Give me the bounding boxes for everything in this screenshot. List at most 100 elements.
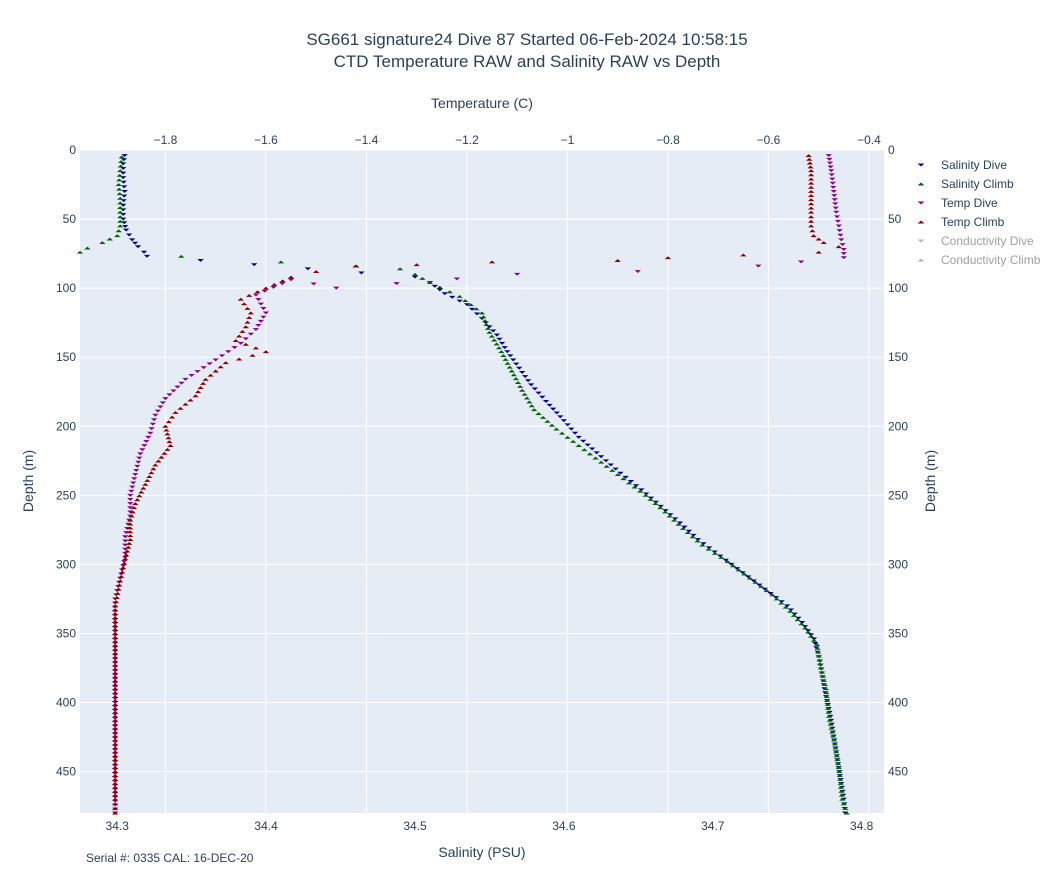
temp-climb-point — [111, 612, 119, 616]
depth-tick-labels-left: 0 50 100 150 200 250 300 350 400 450 — [56, 143, 76, 779]
temp-dive-point — [832, 202, 839, 206]
temp-dive-point — [252, 328, 260, 332]
legend-item-salinity-climb[interactable]: Salinity Climb — [917, 177, 1014, 191]
temp-dive-point — [157, 405, 164, 409]
salinity-dive-point — [787, 608, 795, 612]
salinity-dive-point — [119, 217, 127, 221]
temp-climb-point — [807, 173, 815, 177]
temp-dive-point — [154, 409, 162, 413]
legend-item-conductivity-climb[interactable]: Conductivity Climb — [917, 253, 1041, 267]
temp-climb-point — [124, 549, 131, 553]
salinity-climb-point — [746, 576, 754, 580]
salinity-climb-point — [396, 267, 404, 271]
salinity-dive-point — [681, 525, 688, 529]
salinity-dive-point — [121, 154, 128, 157]
temp-climb-point — [111, 718, 119, 722]
depth-tick-label: 250 — [888, 488, 908, 502]
salinity-dive-point — [560, 419, 568, 423]
temp-dive-point — [119, 568, 126, 572]
salinity-dive-point — [119, 162, 127, 166]
temp-climb-point — [127, 534, 134, 538]
depth-tick-label: 200 — [56, 419, 76, 433]
salinity-dive-point — [744, 575, 752, 579]
temp-climb-point — [111, 734, 119, 738]
temp-dive-point — [833, 215, 841, 219]
temp-climb-point — [111, 738, 119, 742]
temp-dive-point — [170, 389, 177, 393]
temp-climb-point — [806, 161, 814, 165]
salinity-dive-point — [120, 221, 128, 225]
salinity-climb-point — [528, 404, 535, 408]
legend-item-temp-dive[interactable]: Temp Dive — [917, 196, 998, 210]
salinity-climb-point — [823, 691, 830, 695]
salinity-climb-point — [810, 638, 818, 642]
temp-climb-point — [820, 241, 827, 244]
salinity-climb-point — [724, 560, 731, 564]
temp-dive-point — [829, 177, 836, 181]
salinity-climb-point — [735, 568, 743, 572]
temp-climb-point — [262, 350, 270, 354]
salinity-climb-point — [558, 431, 566, 435]
temp-climb-point — [111, 639, 119, 643]
temp-dive-point — [827, 165, 834, 169]
salinity-climb-point — [569, 440, 577, 443]
temp-climb-point — [146, 475, 153, 478]
legend-item-conductivity-dive[interactable]: Conductivity Dive — [917, 234, 1034, 248]
salinity-climb-point — [411, 272, 419, 276]
temperature-tick-labels: −1.8 −1.6 −1.4 −1.2 −1 −0.8 −0.6 −0.4 — [154, 133, 882, 147]
temp-climb-point — [242, 342, 250, 346]
temp-climb-point — [111, 691, 119, 695]
salinity-climb-point — [426, 281, 434, 285]
salinity-climb-point — [480, 315, 487, 319]
temp-dive-point — [755, 264, 762, 268]
salinity-climb-point — [516, 385, 524, 388]
salinity-dive-point — [657, 504, 664, 508]
temp-dive-point — [149, 422, 157, 426]
salinity-dive-point — [622, 475, 629, 479]
temperature-tick-label: −1.6 — [254, 133, 278, 147]
salinity-dive-point — [638, 488, 645, 492]
depth-tick-label: 0 — [69, 143, 76, 157]
salinity-climb-point — [831, 742, 839, 746]
salinity-climb-point — [778, 601, 785, 605]
salinity-climb-point — [827, 722, 834, 726]
salinity-dive-point — [607, 463, 614, 467]
salinity-climb-point — [581, 448, 588, 452]
temp-climb-point — [807, 194, 815, 198]
salinity-climb-point — [521, 392, 528, 396]
salinity-climb-point — [117, 224, 124, 228]
salinity-climb-point — [495, 346, 503, 350]
temp-climb-point — [115, 587, 122, 591]
legend-item-salinity-dive[interactable]: Salinity Dive — [917, 158, 1008, 172]
salinity-climb-point — [804, 630, 812, 634]
temp-climb-point — [806, 157, 813, 161]
temp-climb-point — [217, 365, 224, 369]
temp-dive-point — [124, 527, 131, 530]
temp-climb-point — [807, 189, 815, 193]
salinity-climb-point — [661, 510, 669, 514]
salinity-climb-point — [824, 699, 831, 702]
salinity-climb-point — [718, 556, 725, 559]
salinity-dive-point — [756, 583, 763, 587]
temp-climb-point — [244, 320, 251, 324]
salinity-climb-point — [106, 237, 113, 241]
salinity-climb-point — [814, 646, 821, 650]
salinity-climb-point — [757, 585, 765, 588]
salinity-climb-point — [817, 666, 825, 670]
salinity-dive-point — [575, 435, 582, 439]
salinity-dive-point — [431, 284, 439, 288]
salinity-dive-point — [120, 158, 128, 162]
salinity-tick-label: 34.5 — [403, 819, 427, 833]
salinity-climb-point — [798, 622, 805, 626]
temp-dive-point — [129, 485, 136, 489]
legend-label: Conductivity Dive — [941, 234, 1034, 248]
legend-item-temp-climb[interactable]: Temp Climb — [917, 215, 1005, 229]
salinity-climb-point — [843, 811, 850, 815]
legend-label: Salinity Dive — [941, 158, 1007, 172]
temperature-tick-label: −0.8 — [656, 133, 680, 147]
salinity-climb-point — [117, 160, 125, 163]
salinity-dive-point — [568, 427, 575, 431]
temp-dive-point — [830, 185, 837, 189]
temp-dive-point — [634, 270, 641, 273]
salinity-dive-point — [463, 303, 471, 307]
